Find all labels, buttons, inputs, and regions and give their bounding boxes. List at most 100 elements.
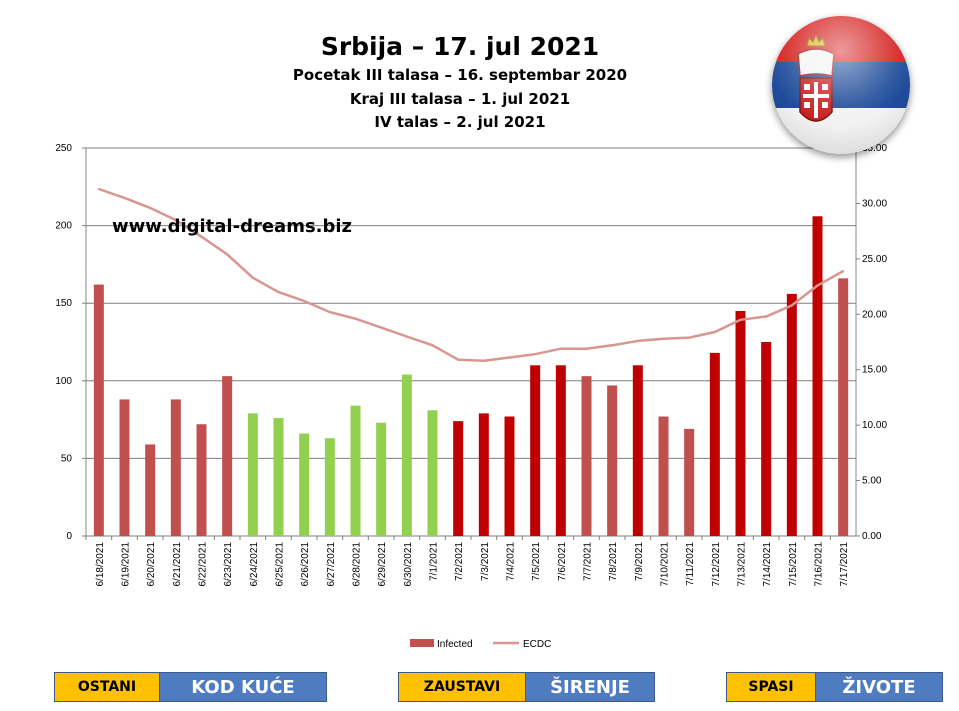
ecdc-line [98,187,844,363]
ecdc-point [662,337,665,340]
bar [273,418,284,536]
ecdc-point [842,270,845,273]
x-tick-label: 7/1/2021 [429,542,440,581]
watermark: www.digital-dreams.biz [112,216,353,237]
y-right-tick-label: 30.00 [862,198,887,209]
x-tick-label: 7/14/2021 [762,542,773,587]
bar [504,416,515,536]
bar [453,421,464,536]
x-tick-label: 7/9/2021 [634,542,645,581]
ecdc-point [328,311,331,314]
stop-spread-banner: ZAUSTAVI ŠIRENJE [398,672,655,702]
ecdc-point [97,188,100,191]
ecdc-point [713,331,716,334]
x-tick-label: 6/24/2021 [249,542,260,587]
y-left-tick-label: 200 [55,221,72,232]
y-left-tick-label: 50 [61,453,73,464]
x-tick-label: 7/8/2021 [608,542,619,581]
ecdc-point [585,347,588,350]
ecdc-point [431,344,434,347]
save-lives-banner: SPASI ŽIVOTE [726,672,943,702]
lives-label: ŽIVOTE [816,673,942,701]
at-home-label: KOD KUĆE [160,673,326,701]
bar [299,433,310,536]
y-right-tick-label: 25.00 [862,254,887,265]
ecdc-point [149,206,152,209]
bar [376,422,387,536]
x-tick-label: 7/5/2021 [531,542,542,581]
legend-ecdc-label: ECDC [523,639,551,650]
ecdc-point [277,291,280,294]
stay-label: OSTANI [55,673,160,701]
bar [119,399,130,536]
y-right-tick-label: 15.00 [862,365,887,376]
ecdc-point [508,356,511,359]
ecdc-point [174,219,177,222]
bar [607,385,618,536]
bar [735,310,746,536]
x-tick-label: 7/3/2021 [480,542,491,581]
ecdc-point [303,299,306,302]
x-tick-label: 6/28/2021 [352,542,363,587]
bar [709,352,720,536]
spread-label: ŠIRENJE [526,673,654,701]
bar [401,374,412,536]
bar [761,342,772,536]
x-tick-label: 7/2/2021 [454,542,465,581]
ecdc-point [354,317,357,320]
ecdc-point [251,276,254,279]
x-tick-label: 7/4/2021 [506,542,517,581]
x-tick-label: 6/27/2021 [326,542,337,587]
bar [632,365,643,536]
bar [427,410,438,536]
bar [324,438,335,536]
x-tick-label: 7/11/2021 [685,542,696,586]
x-tick-label: 6/19/2021 [121,542,132,587]
ecdc-point [688,336,691,339]
ecdc-point [482,359,485,362]
bar [170,399,181,536]
subtitle-wave4: IV talas – 2. jul 2021 [374,113,546,131]
x-tick-label: 7/12/2021 [711,542,722,587]
bar [581,376,592,536]
x-tick-label: 7/13/2021 [737,542,748,587]
x-tick-label: 7/7/2021 [583,542,594,581]
bar [145,444,156,536]
save-label: SPASI [727,673,816,701]
y-right-tick-label: 20.00 [862,309,887,320]
bar [838,278,849,536]
x-tick-label: 7/6/2021 [557,542,568,581]
legend-infected-label: Infected [437,639,473,650]
ecdc-point [226,253,229,256]
ecdc-point [739,318,742,321]
ecdc-point [457,358,460,361]
ecdc-point [611,344,614,347]
stop-label: ZAUSTAVI [399,673,526,701]
y-right-tick-label: 5.00 [862,476,882,487]
x-tick-label: 7/15/2021 [788,542,799,587]
subtitle-end-wave3: Kraj III talasa – 1. jul 2021 [349,89,571,108]
x-tick-label: 6/21/2021 [172,542,183,587]
chart-title: Srbija – 17. jul 2021 [320,32,600,61]
chart-titles: Srbija – 17. jul 2021 Pocetak III talasa… [180,30,740,135]
bar [196,424,207,536]
ecdc-point [405,335,408,338]
bar [350,405,361,536]
x-tick-label: 6/20/2021 [146,542,157,587]
ecdc-point [636,339,639,342]
ecdc-point [790,304,793,307]
y-left-tick-label: 0 [66,531,72,542]
x-tick-label: 6/26/2021 [300,542,311,587]
x-tick-label: 6/18/2021 [95,542,106,587]
bar [812,216,823,536]
ecdc-point [816,284,819,287]
y-left-tick-label: 250 [55,143,72,154]
bar [658,416,669,536]
x-tick-label: 7/16/2021 [814,542,825,587]
ecdc-point [123,196,126,199]
serbia-flag-icon [772,16,910,154]
y-left-tick-label: 100 [55,376,72,387]
ecdc-point [380,326,383,329]
subtitle-start-wave3: Pocetak III talasa – 16. septembar 2020 [292,66,628,84]
